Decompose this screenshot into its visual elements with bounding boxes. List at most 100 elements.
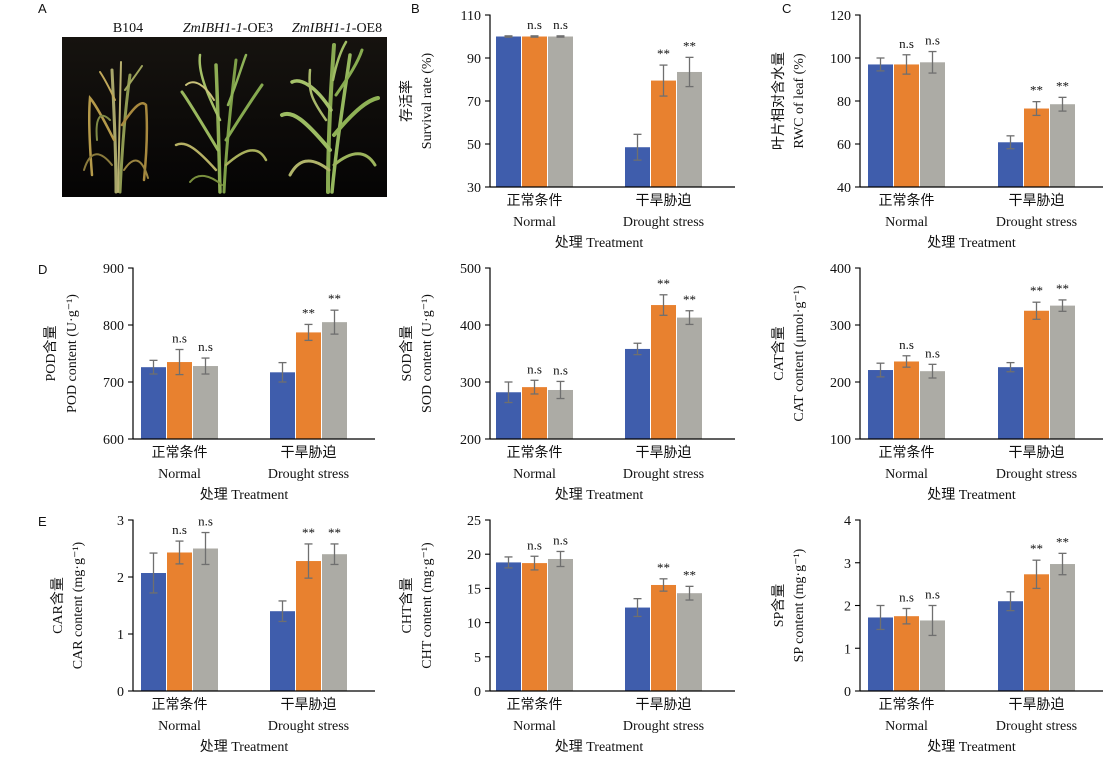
y-tick-label: 80 [837, 95, 851, 110]
y-axis-title-zh: CHT含量 [399, 578, 415, 634]
plant-leaf [174, 142, 218, 172]
category-label-en: Normal [513, 215, 556, 230]
category-label-en: Normal [513, 467, 556, 482]
photo-label-text: B104 [113, 21, 143, 36]
error-bar [659, 64, 668, 97]
y-tick-label: 100 [830, 52, 851, 67]
y-tick-label: 40 [837, 181, 851, 196]
category-label-en: Normal [885, 719, 928, 734]
plant-leaf [189, 174, 223, 186]
bar [1024, 108, 1049, 187]
bar [193, 366, 218, 439]
significance-label: n.s [172, 522, 187, 537]
bar [998, 142, 1023, 187]
plant-b104 [83, 61, 149, 194]
significance-label: n.s [198, 339, 213, 354]
error-bar [876, 362, 885, 378]
category-label-en: Drought stress [623, 215, 704, 230]
category-label-en: Drought stress [996, 719, 1077, 734]
y-tick-label: 1 [117, 628, 124, 643]
x-axis-title: 处理 Treatment [555, 235, 644, 251]
photo-label-italic: ZmIBH1-1 [292, 21, 352, 36]
x-axis-title: 处理 Treatment [200, 739, 289, 755]
category-label-zh: 正常条件 [152, 444, 208, 461]
panel-label-a: A [38, 1, 47, 16]
plant-stem [222, 58, 238, 194]
error-bar [928, 604, 937, 637]
error-bar [633, 133, 642, 161]
significance-label: ** [1056, 534, 1069, 549]
bar [625, 607, 650, 691]
x-axis-title: 处理 Treatment [927, 487, 1016, 503]
bar [296, 561, 321, 691]
category-label-en: Normal [885, 215, 928, 230]
survival-rate-chart: n.s ** n.s ** 30 50 70 90 110 正常条件 Normal 干旱胁迫 Droug… [398, 9, 735, 251]
plant-leaf [308, 68, 328, 122]
y-axis-title-en: CAT content (μmol·g⁻¹) [792, 285, 807, 422]
y-tick-label: 2 [117, 571, 124, 586]
significance-label: n.s [172, 331, 187, 346]
significance-label: n.s [925, 33, 940, 48]
significance-label: n.s [198, 514, 213, 529]
y-tick-label: 15 [467, 582, 481, 597]
y-tick-label: 2 [844, 600, 851, 615]
error-bar [685, 585, 694, 601]
y-tick-label: 200 [830, 376, 851, 391]
y-axis-title-zh: 叶片相对含水量 [771, 52, 787, 150]
x-axis-title: 处理 Treatment [927, 235, 1016, 251]
y-tick-label: 3 [844, 557, 851, 572]
error-bar [1058, 299, 1067, 312]
y-tick-label: 90 [467, 52, 481, 67]
bar [868, 370, 893, 439]
bar [522, 387, 547, 439]
photo-label-suffix: -OE3 [243, 21, 273, 36]
y-tick-label: 800 [103, 319, 124, 334]
category-label-zh: 正常条件 [879, 192, 935, 209]
significance-label: ** [328, 291, 341, 306]
y-tick-label: 10 [467, 617, 481, 632]
category-label-zh: 正常条件 [507, 444, 563, 461]
bar [651, 305, 676, 439]
car-chart: n.s ** n.s ** 0 1 2 3 正常条件 Normal 干旱胁迫 Drought stre… [50, 514, 375, 755]
y-tick-label: 900 [103, 262, 124, 277]
significance-label: ** [302, 305, 315, 320]
significance-label: ** [1056, 78, 1069, 93]
y-tick-label: 5 [474, 651, 481, 666]
bar [322, 554, 347, 691]
error-bar [876, 57, 885, 72]
photo-label-italic: ZmIBH1-1 [183, 21, 243, 36]
y-tick-label: 600 [103, 433, 124, 448]
significance-label: ** [683, 38, 696, 53]
error-bar [1058, 552, 1067, 576]
error-bar [928, 50, 937, 74]
plant-stem [110, 68, 118, 194]
error-bar [504, 556, 513, 569]
plant-oe8 [280, 40, 380, 194]
y-tick-label: 300 [460, 376, 481, 391]
significance-label: ** [657, 560, 670, 575]
cat-chart: n.s ** n.s ** 100 200 300 400 正常条件 Normal 干旱胁迫 Drou… [771, 262, 1103, 503]
y-tick-label: 0 [117, 685, 124, 700]
bar [998, 601, 1023, 691]
bar [322, 322, 347, 439]
plant-leaf [331, 40, 348, 82]
y-tick-label: 110 [461, 9, 481, 24]
category-label-en: Drought stress [268, 467, 349, 482]
y-axis-title-en: RWC of leaf (%) [792, 53, 807, 149]
y-axis-title-en: Survival rate (%) [420, 52, 435, 149]
significance-label: ** [1030, 83, 1043, 98]
y-axis-title-zh: SP含量 [771, 584, 787, 628]
y-tick-label: 0 [474, 685, 481, 700]
y-tick-label: 50 [467, 138, 481, 153]
bar [998, 367, 1023, 439]
error-bar [530, 379, 539, 395]
category-label-en: Drought stress [996, 215, 1077, 230]
significance-label: ** [657, 46, 670, 61]
category-label-zh: 正常条件 [879, 696, 935, 713]
y-tick-label: 25 [467, 514, 481, 529]
plant-leaf [198, 53, 222, 122]
bar [1050, 305, 1075, 439]
photo-label-suffix: -OE8 [352, 21, 382, 36]
plant-leaf [99, 71, 116, 101]
error-bar [1032, 100, 1041, 117]
